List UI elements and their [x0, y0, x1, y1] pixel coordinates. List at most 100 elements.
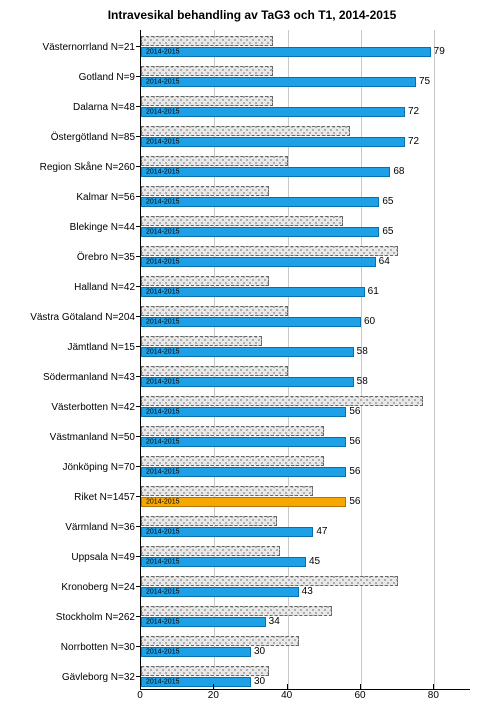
value-label: 47: [313, 527, 327, 537]
bar-row: Östergötland N=852014-201572: [141, 126, 470, 147]
value-label: 34: [266, 617, 280, 627]
reference-bar: [141, 456, 324, 466]
value-bar: 2014-2015: [141, 197, 379, 207]
reference-bar: [141, 546, 280, 556]
category-label: Gävleborg N=32: [62, 672, 141, 683]
category-label: Jämtland N=15: [67, 342, 141, 353]
bar-inner-label: 2014-2015: [146, 319, 179, 326]
reference-bar: [141, 276, 269, 286]
category-label: Östergötland N=85: [51, 132, 141, 143]
chart-title: Intravesikal behandling av TaG3 och T1, …: [0, 8, 504, 22]
value-label: 65: [379, 227, 393, 237]
bar-row: Västmanland N=502014-201556: [141, 426, 470, 447]
bar-inner-label: 2014-2015: [146, 559, 179, 566]
value-label: 60: [361, 317, 375, 327]
bar-inner-label: 2014-2015: [146, 589, 179, 596]
value-bar: 2014-2015: [141, 617, 266, 627]
category-label: Kalmar N=56: [76, 192, 141, 203]
bar-row: Kalmar N=562014-201565: [141, 186, 470, 207]
category-label: Örebro N=35: [77, 252, 141, 263]
value-bar: 2014-2015: [141, 77, 416, 87]
bar-inner-label: 2014-2015: [146, 619, 179, 626]
x-tick-label: 60: [354, 690, 365, 701]
value-label: 56: [346, 467, 360, 477]
value-bar: 2014-2015: [141, 587, 299, 597]
category-label: Västmanland N=50: [50, 432, 141, 443]
category-label: Region Skåne N=260: [40, 162, 141, 173]
reference-bar: [141, 396, 423, 406]
reference-bar: [141, 576, 398, 586]
reference-bar: [141, 426, 324, 436]
x-tick-label: 20: [208, 690, 219, 701]
value-bar: 2014-2015: [141, 137, 405, 147]
category-label: Jönköping N=70: [62, 462, 141, 473]
value-bar: 2014-2015: [141, 467, 346, 477]
bar-row: Örebro N=352014-201564: [141, 246, 470, 267]
bar-row: Värmland N=362014-201547: [141, 516, 470, 537]
reference-bar: [141, 156, 288, 166]
bar-row: Riket N=14572014-201556: [141, 486, 470, 507]
bar-row: Stockholm N=2622014-201534: [141, 606, 470, 627]
bar-row: Region Skåne N=2602014-201568: [141, 156, 470, 177]
reference-bar: [141, 636, 299, 646]
bar-row: Jönköping N=702014-201556: [141, 456, 470, 477]
category-label: Blekinge N=44: [70, 222, 141, 233]
bar-row: Västernorrland N=212014-201579: [141, 36, 470, 57]
bar-inner-label: 2014-2015: [146, 439, 179, 446]
bar-inner-label: 2014-2015: [146, 349, 179, 356]
bar-row: Dalarna N=482014-201572: [141, 96, 470, 117]
bar-row: Jämtland N=152014-201558: [141, 336, 470, 357]
reference-bar: [141, 216, 343, 226]
value-label: 79: [431, 47, 445, 57]
category-label: Riket N=1457: [74, 492, 141, 503]
value-bar: 2014-2015: [141, 227, 379, 237]
reference-bar: [141, 666, 269, 676]
value-bar: 2014-2015: [141, 527, 313, 537]
chart: Intravesikal behandling av TaG3 och T1, …: [0, 0, 504, 720]
bar-row: Blekinge N=442014-201565: [141, 216, 470, 237]
bar-inner-label: 2014-2015: [146, 169, 179, 176]
value-label: 30: [251, 647, 265, 657]
category-label: Västerbotten N=42: [51, 402, 141, 413]
value-label: 75: [416, 77, 430, 87]
bar-inner-label: 2014-2015: [146, 139, 179, 146]
bar-row: Västra Götaland N=2042014-201560: [141, 306, 470, 327]
value-label: 68: [390, 167, 404, 177]
bar-row: Halland N=422014-201561: [141, 276, 470, 297]
reference-bar: [141, 186, 269, 196]
category-label: Gotland N=9: [79, 72, 141, 83]
value-label: 45: [306, 557, 320, 567]
reference-bar: [141, 96, 273, 106]
bar-row: Västerbotten N=422014-201556: [141, 396, 470, 417]
x-tick: [433, 684, 434, 689]
x-tick-label: 80: [428, 690, 439, 701]
bar-rows: Västernorrland N=212014-201579 Gotland N=…: [141, 30, 470, 689]
value-bar: 2014-2015: [141, 107, 405, 117]
bar-inner-label: 2014-2015: [146, 379, 179, 386]
bar-row: Kronoberg N=242014-201543: [141, 576, 470, 597]
value-bar: 2014-2015: [141, 257, 376, 267]
value-label: 58: [354, 347, 368, 357]
bar-inner-label: 2014-2015: [146, 109, 179, 116]
category-label: Västra Götaland N=204: [30, 312, 141, 323]
value-bar: 2014-2015: [141, 167, 390, 177]
bar-inner-label: 2014-2015: [146, 199, 179, 206]
x-tick: [140, 684, 141, 689]
category-label: Värmland N=36: [65, 522, 141, 533]
bar-inner-label: 2014-2015: [146, 499, 179, 506]
reference-bar: [141, 516, 277, 526]
bar-row: Södermanland N=432014-201558: [141, 366, 470, 387]
value-bar: 2014-2015: [141, 287, 365, 297]
reference-bar: [141, 606, 332, 616]
value-bar: 2014-2015: [141, 377, 354, 387]
value-label: 65: [379, 197, 393, 207]
value-bar: 2014-2015: [141, 347, 354, 357]
x-tick: [213, 684, 214, 689]
value-label: 61: [365, 287, 379, 297]
category-label: Södermanland N=43: [43, 372, 141, 383]
x-tick: [287, 684, 288, 689]
reference-bar: [141, 486, 313, 496]
bar-row: Gotland N=92014-201575: [141, 66, 470, 87]
category-label: Västernorrland N=21: [42, 42, 141, 53]
bar-inner-label: 2014-2015: [146, 649, 179, 656]
